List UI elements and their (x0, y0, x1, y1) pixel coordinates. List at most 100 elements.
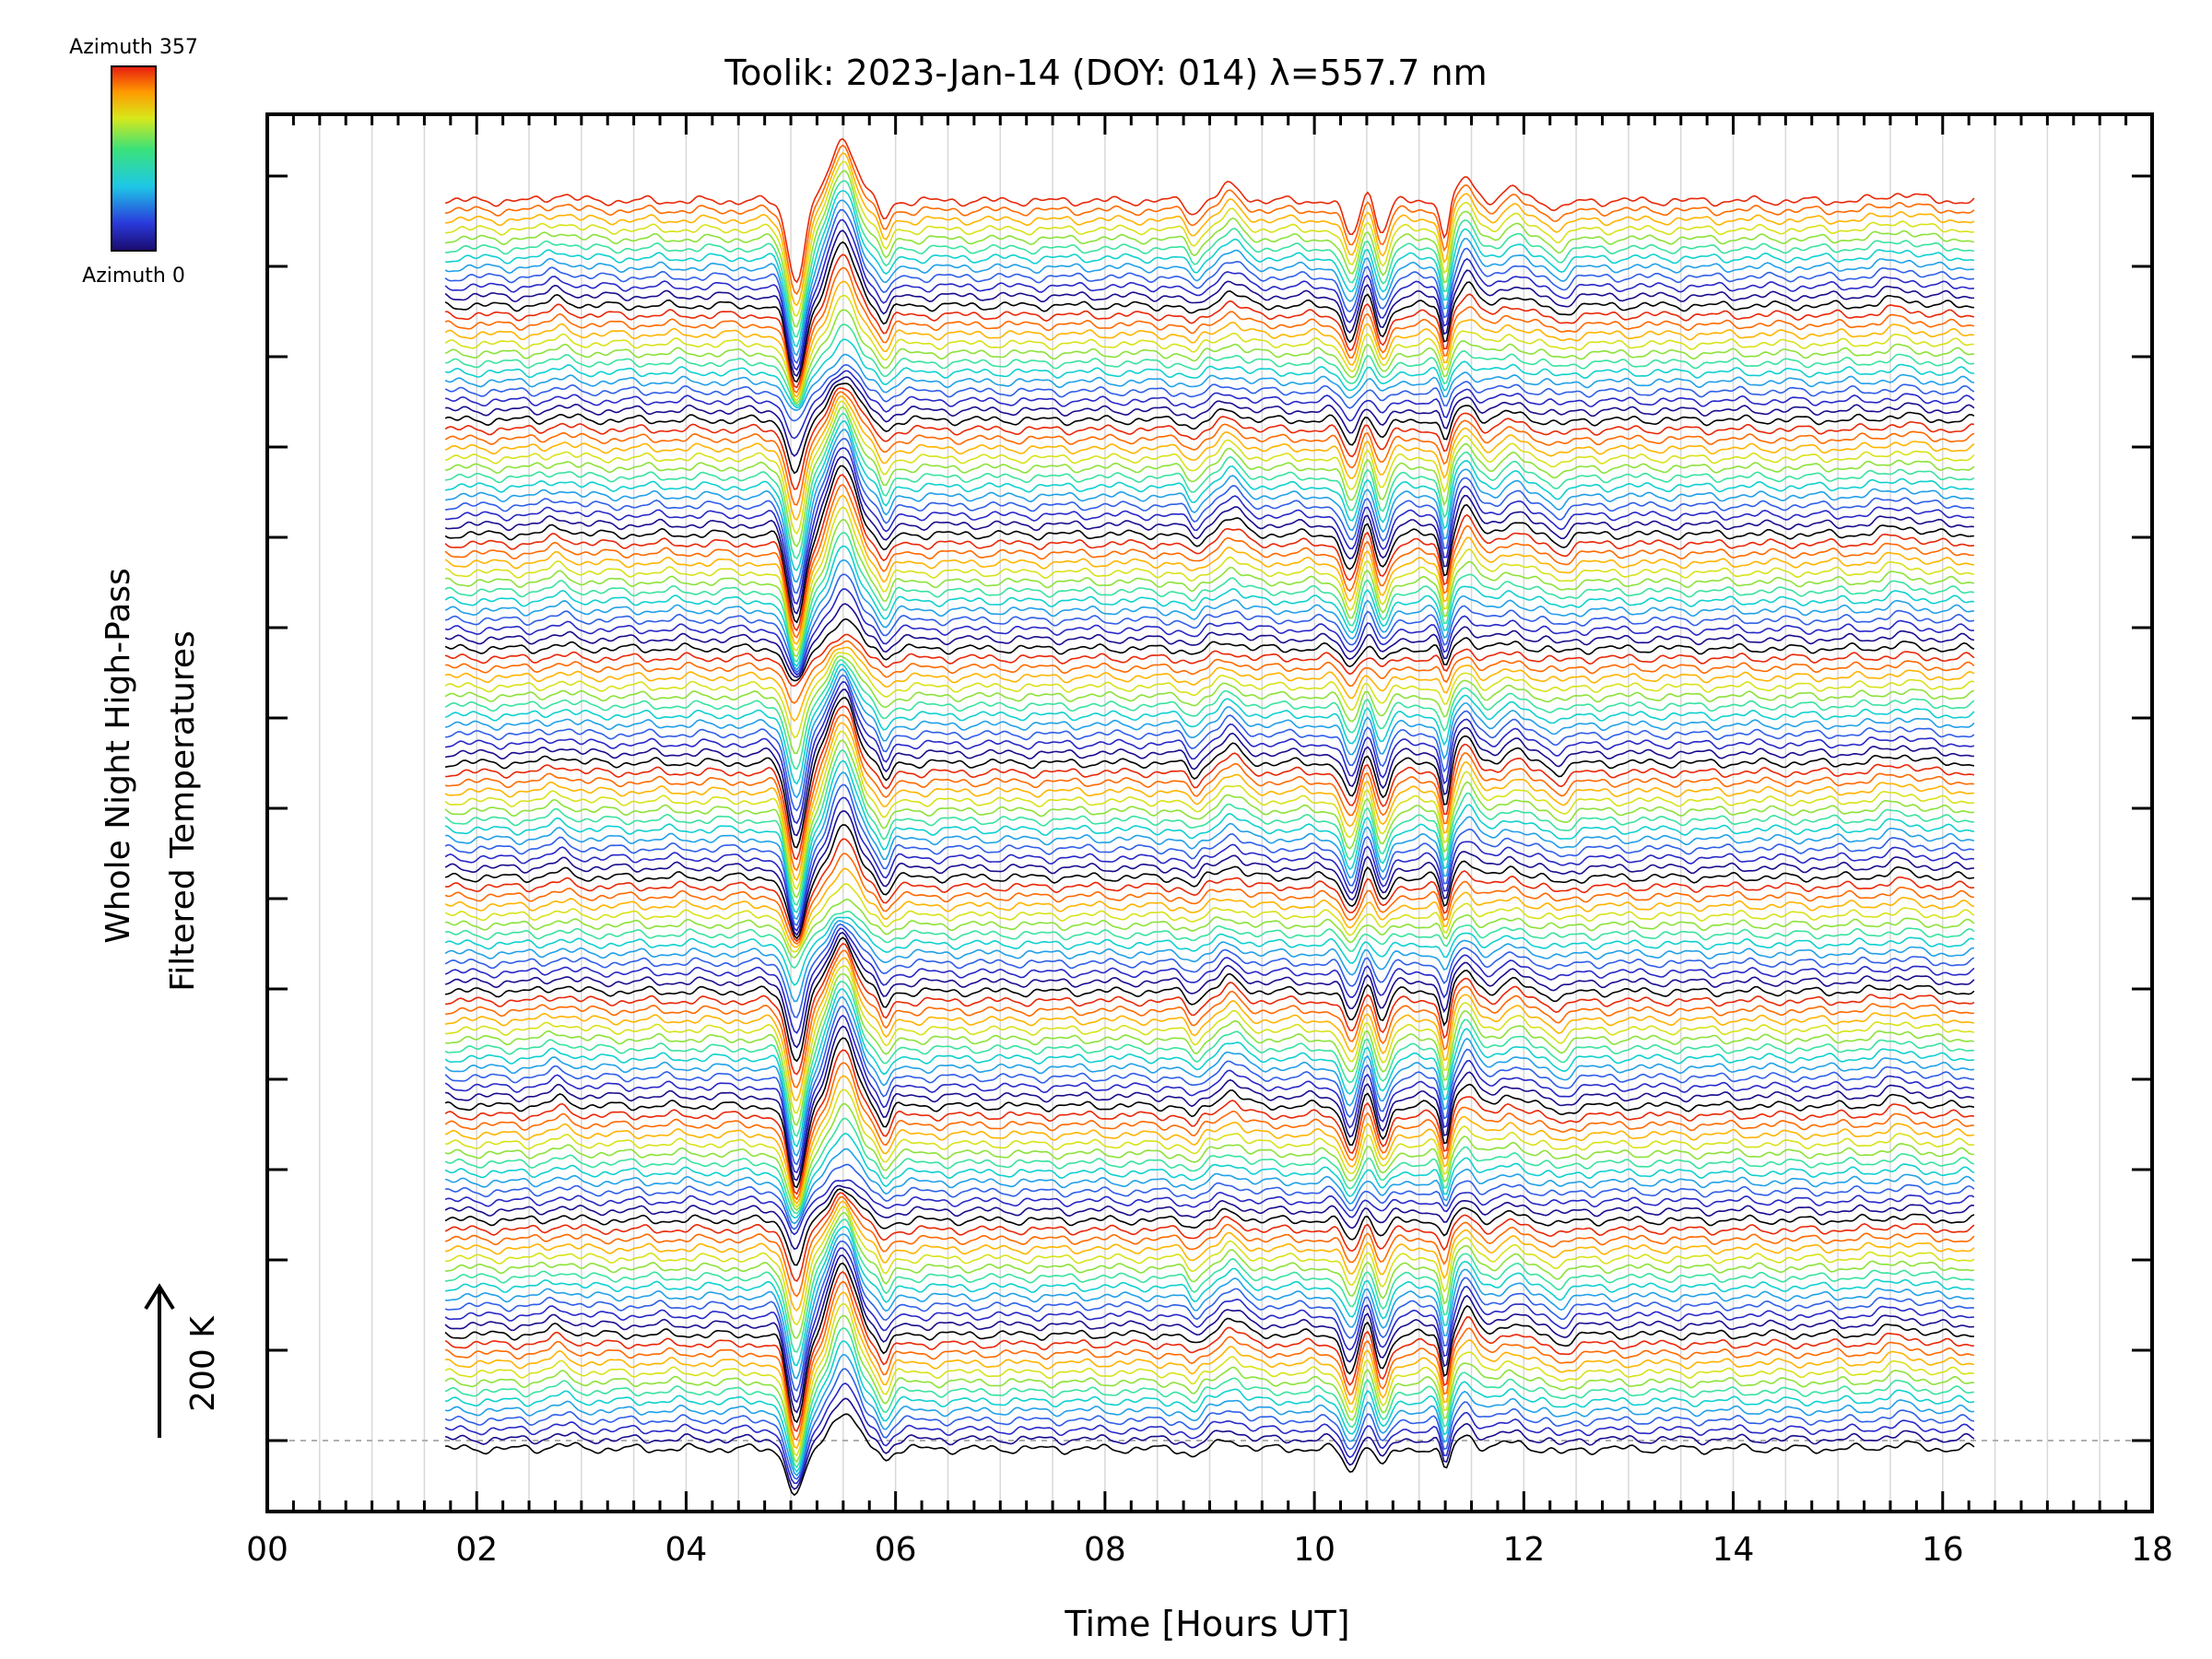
series-line (444, 229, 1974, 378)
series-line (444, 936, 1975, 1063)
x-tick-label: 00 (246, 1531, 288, 1569)
series-group (444, 137, 1975, 1497)
series-line (445, 253, 1975, 389)
x-tick-label: 02 (455, 1531, 498, 1569)
series-line (444, 518, 1975, 658)
series-line (444, 1280, 1975, 1441)
series-line (444, 1049, 1975, 1195)
series-line (444, 506, 1975, 652)
series-line (444, 1147, 1975, 1225)
colorbar-gradient (111, 65, 157, 252)
series-line (444, 1192, 1975, 1283)
x-tick-label: 16 (1922, 1531, 1964, 1569)
series-line (444, 353, 1975, 411)
series-line (444, 916, 1975, 986)
series-line (444, 1226, 1975, 1367)
series-line (444, 588, 1974, 677)
series-line (445, 1088, 1975, 1208)
series-line (444, 1200, 1975, 1312)
series-line (444, 484, 1974, 639)
series-line (444, 1062, 1974, 1201)
series-line (444, 981, 1974, 1137)
series-line (444, 1302, 1975, 1457)
series-line (444, 152, 1975, 307)
x-tick-label: 04 (665, 1531, 708, 1569)
series-line (444, 618, 1975, 682)
series-line (444, 1354, 1974, 1477)
series-line (444, 659, 1975, 771)
series-line (444, 965, 1975, 1114)
series-line (445, 1163, 1975, 1230)
series-line (444, 910, 1975, 970)
series-line (444, 294, 1974, 402)
series-line (444, 218, 1974, 371)
y-axis-label-line2: Filtered Temperatures (164, 630, 202, 992)
series-line (444, 391, 1975, 506)
series-line (444, 545, 1974, 667)
series-line (444, 208, 1974, 364)
series-line (444, 1314, 1974, 1464)
series-line (444, 759, 1975, 913)
series-line (444, 920, 1974, 1003)
series-line (444, 144, 1975, 296)
series-line (444, 697, 1975, 849)
series-line (444, 1340, 1975, 1474)
series-line (444, 927, 1975, 1034)
series-line (444, 532, 1975, 664)
series-line (444, 688, 1974, 837)
series-line (444, 1382, 1975, 1485)
series-line (445, 1413, 1975, 1497)
series-line (444, 867, 1975, 948)
series-line (444, 1397, 1975, 1490)
series-line (444, 748, 1974, 907)
series-line (444, 853, 1974, 946)
series-line (445, 1233, 1975, 1380)
series-line (444, 942, 1975, 1076)
series-line (444, 412, 1975, 560)
scale-indicator: 200 K (144, 1283, 222, 1438)
series-line (444, 1188, 1975, 1266)
colorbar: Azimuth 357 Azimuth 0 (69, 36, 198, 288)
series-line (444, 266, 1975, 394)
series-line (444, 988, 1974, 1148)
series-line (444, 1195, 1975, 1298)
series-line (444, 420, 1975, 571)
x-tick-labels: 00 02 04 06 08 10 12 14 16 18 (246, 1531, 2173, 1569)
series-line (445, 180, 1975, 338)
series-line (444, 633, 1975, 688)
series-line (444, 465, 1974, 624)
series-line (445, 705, 1975, 861)
series-line (444, 1218, 1974, 1353)
series-line (445, 640, 1975, 704)
series-line (444, 1005, 1974, 1166)
series-line (444, 713, 1975, 872)
series-line (444, 603, 1975, 678)
series-line (444, 406, 1975, 548)
series-line (444, 1212, 1975, 1339)
series-line (444, 363, 1975, 422)
chart-title: Toolik: 2023-Jan-14 (DOY: 014) λ=557.7 n… (724, 53, 1487, 93)
series-line (444, 730, 1974, 890)
series-line (445, 1025, 1975, 1182)
x-tick-label: 10 (1293, 1531, 1335, 1569)
series-line (444, 646, 1975, 723)
series-line (444, 1132, 1975, 1219)
x-tick-label: 12 (1502, 1531, 1545, 1569)
series-line (444, 796, 1974, 932)
x-tick-label: 18 (2131, 1531, 2173, 1569)
series-line (445, 324, 1975, 407)
series-line (444, 783, 1975, 926)
series-line (444, 1271, 1974, 1432)
series-line (445, 190, 1975, 348)
series-line (444, 824, 1975, 940)
series-line (444, 932, 1975, 1049)
series-line (444, 996, 1975, 1158)
series-line (444, 883, 1975, 953)
series-line (444, 1368, 1975, 1480)
series-line (444, 309, 1975, 405)
series-line (444, 395, 1975, 522)
series-line (444, 652, 1975, 739)
series-line (444, 1262, 1974, 1424)
series-line (444, 1327, 1974, 1469)
